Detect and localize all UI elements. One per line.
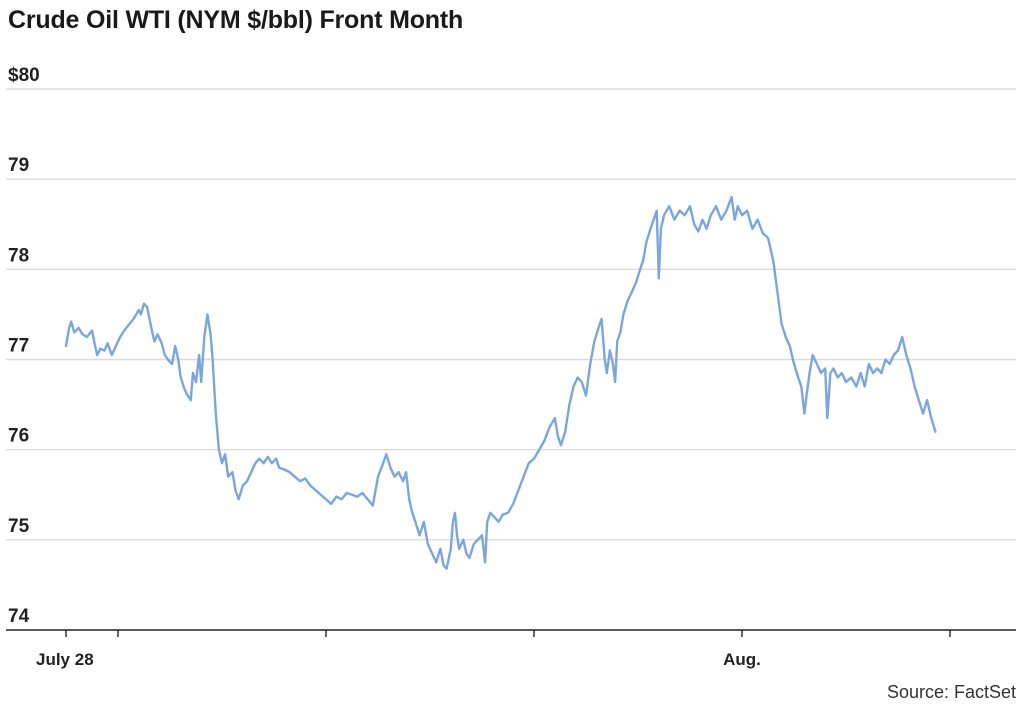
y-tick-label: 77	[8, 336, 29, 357]
y-tick-label: 78	[8, 245, 29, 266]
x-axis: July 28 Aug.	[6, 629, 1016, 669]
y-tick-label: 74	[8, 606, 30, 627]
x-tick-label: Aug.	[723, 650, 761, 669]
y-tick-label: 79	[8, 155, 29, 176]
source-note: Source: FactSet	[886, 682, 1016, 702]
price-line	[64, 196, 937, 570]
chart-title: Crude Oil WTI (NYM $/bbl) Front Month	[8, 6, 464, 34]
y-tick-label: $80	[8, 65, 40, 86]
y-tick-label: 76	[8, 426, 29, 447]
x-tick-label: July 28	[36, 650, 94, 669]
y-axis-labels: $80 79 78 77 76 75 74	[8, 65, 40, 627]
y-tick-label: 75	[8, 516, 30, 537]
series-layer	[64, 196, 937, 570]
gridlines	[6, 88, 1016, 541]
